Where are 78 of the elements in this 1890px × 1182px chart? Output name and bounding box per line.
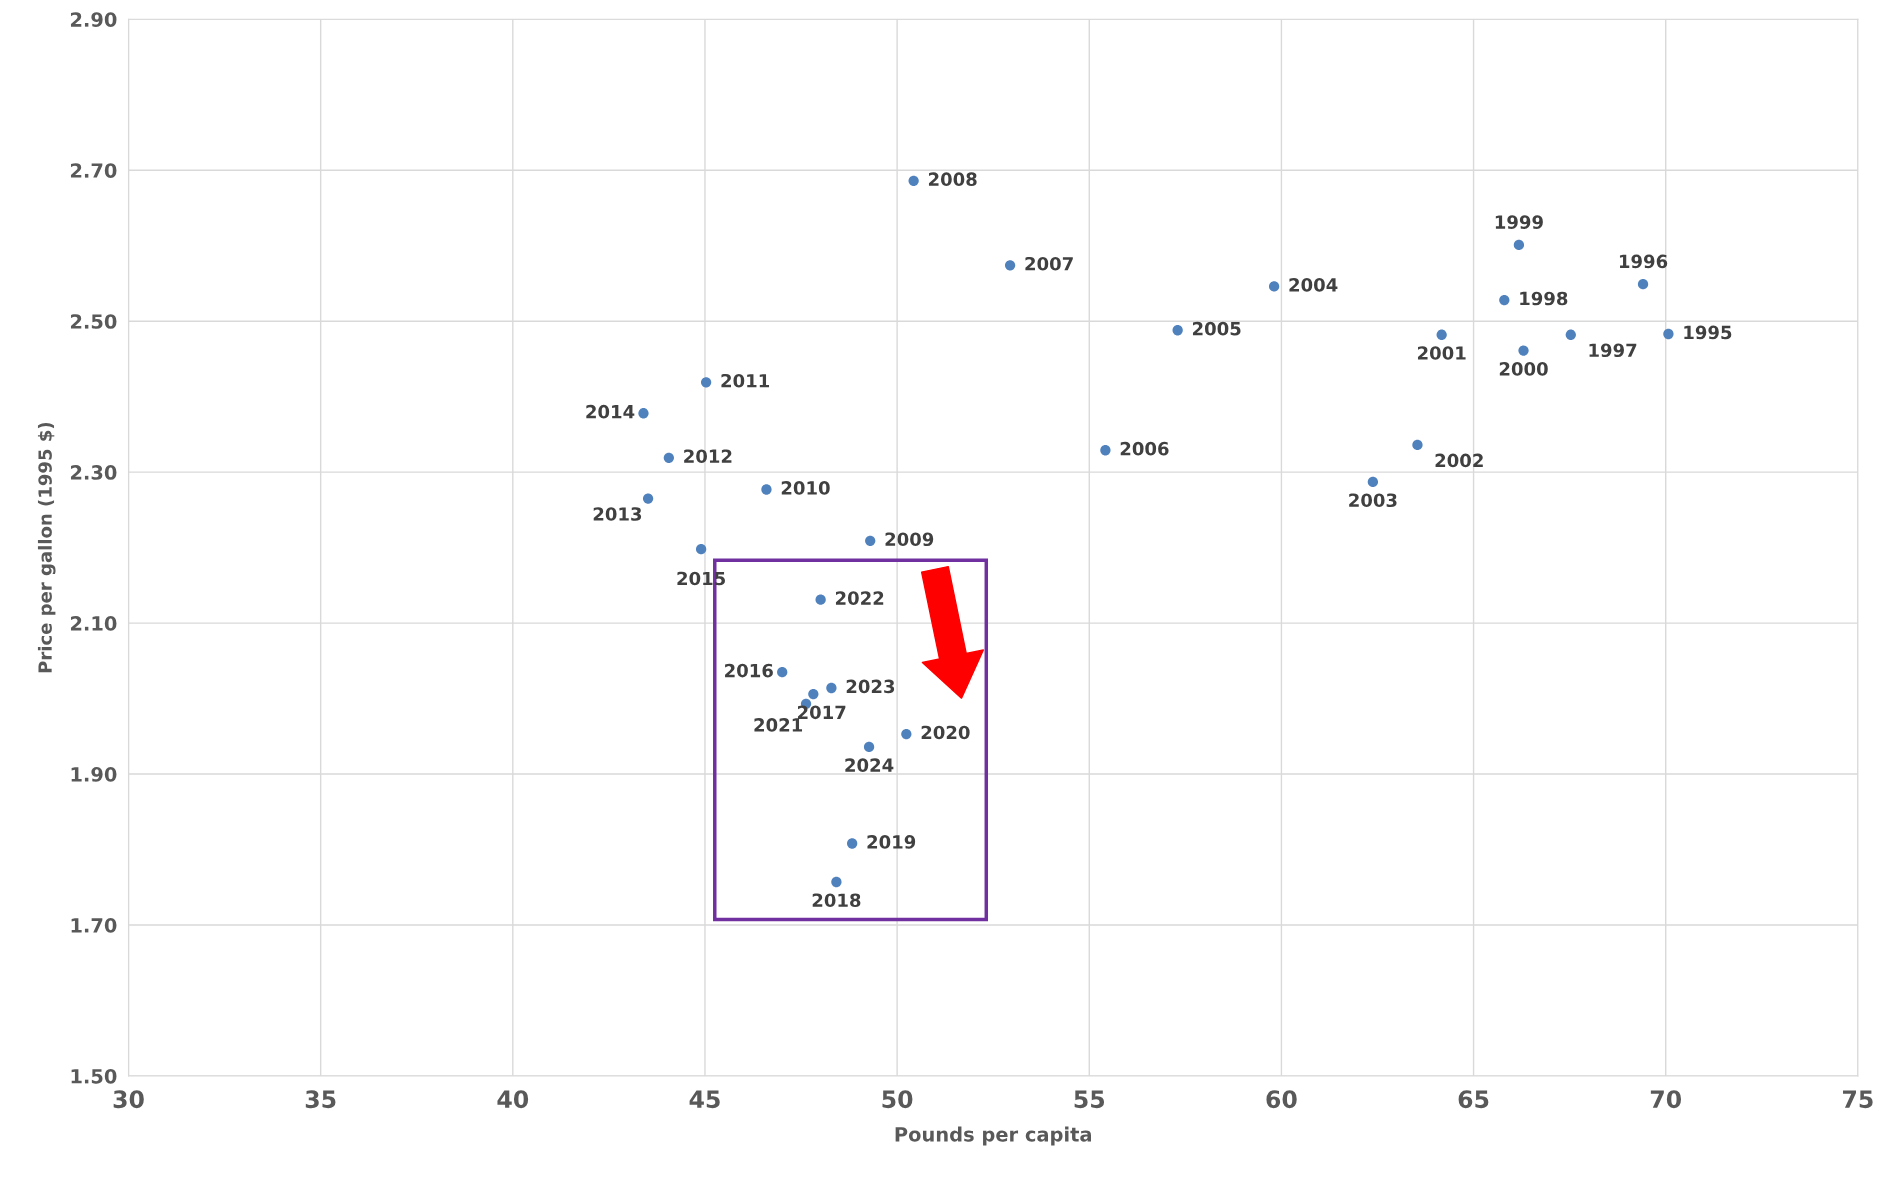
annotation: 2009 <box>885 532 934 547</box>
x-tick-label: 60 <box>1266 1090 1297 1109</box>
y-tick-label: 2.90 <box>70 12 117 27</box>
annotation: 2016 <box>725 663 773 678</box>
annotation: 2008 <box>928 172 977 187</box>
annotation: 2002 <box>1435 453 1483 468</box>
point <box>826 682 837 694</box>
annotation: 2011 <box>721 373 770 388</box>
point <box>1412 439 1423 451</box>
annotation: 2014 <box>586 404 635 419</box>
annotation: 2019 <box>867 835 916 849</box>
x-tick-label: 70 <box>1650 1090 1682 1109</box>
point <box>663 452 674 463</box>
annotation: 2004 <box>1289 278 1338 292</box>
point <box>642 493 654 504</box>
point <box>1518 345 1529 356</box>
annotation: 2021 <box>754 718 803 732</box>
point <box>1513 239 1525 251</box>
point <box>847 838 858 849</box>
point <box>1565 329 1576 340</box>
point <box>1172 325 1183 336</box>
point <box>1436 329 1447 340</box>
point <box>901 728 912 740</box>
y-tick-label: 2.30 <box>70 465 117 480</box>
point <box>761 484 772 495</box>
y-tick-label: 1.50 <box>71 1068 117 1084</box>
y-tick-label: 1.70 <box>71 917 117 933</box>
point <box>808 688 819 700</box>
point <box>865 535 876 546</box>
point <box>638 408 649 419</box>
annotation: 2018 <box>812 893 861 908</box>
annotation: 2020 <box>921 725 970 740</box>
x-tick-label: 65 <box>1458 1090 1489 1109</box>
point <box>1004 260 1016 271</box>
x-tick-label: 30 <box>113 1090 144 1109</box>
x-tick-label: 40 <box>497 1090 529 1109</box>
point <box>1100 445 1111 456</box>
annotation: 2007 <box>1025 256 1073 271</box>
annotation: 2017 <box>797 705 846 720</box>
annotation: 1999 <box>1495 215 1543 229</box>
annotation: 2005 <box>1192 321 1241 336</box>
annotation: 2022 <box>835 591 884 605</box>
point <box>1268 281 1280 292</box>
y-tick-label: 2.70 <box>70 163 117 178</box>
y-tick-label: 2.10 <box>70 616 117 631</box>
annotation: 2003 <box>1349 493 1397 508</box>
annotation: 2000 <box>1499 362 1548 376</box>
point <box>908 175 919 186</box>
annotation: 2012 <box>684 449 732 464</box>
x-tick-label: 55 <box>1074 1090 1105 1109</box>
x-tick-label: 35 <box>305 1090 336 1109</box>
point <box>777 667 788 678</box>
x-axis-title: Pounds per capita <box>895 1126 1091 1146</box>
x-tick-label: 75 <box>1843 1090 1873 1109</box>
y-tick-label: 1.90 <box>71 767 117 782</box>
point <box>695 543 707 555</box>
annotation: 2013 <box>593 507 642 521</box>
point <box>700 377 712 388</box>
annotation: 2001 <box>1417 346 1466 360</box>
point <box>831 876 842 888</box>
annotation: 1996 <box>1619 254 1668 269</box>
point <box>1637 279 1649 290</box>
annotation: 1997 <box>1589 343 1637 358</box>
annotation: 1995 <box>1684 325 1732 340</box>
point <box>1663 328 1674 340</box>
annotation: 2023 <box>846 679 895 694</box>
annotation: 2010 <box>781 481 830 495</box>
annotation: 2006 <box>1120 441 1169 456</box>
y-axis-title: Price per gallon (1995 $) <box>37 422 56 673</box>
point <box>815 594 826 605</box>
point <box>1499 294 1510 306</box>
point <box>863 741 875 753</box>
annotation: 2024 <box>845 758 894 772</box>
point <box>1367 476 1379 488</box>
y-tick-label: 2.50 <box>70 314 117 329</box>
x-tick-label: 50 <box>882 1090 913 1109</box>
x-tick-label: 45 <box>689 1090 720 1109</box>
annotation: 1998 <box>1520 291 1568 306</box>
